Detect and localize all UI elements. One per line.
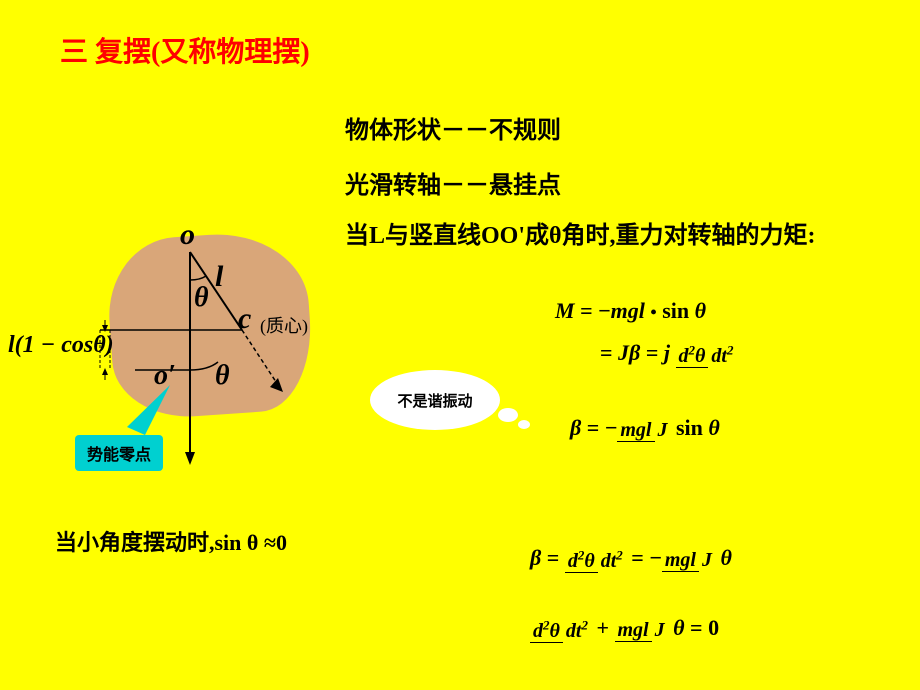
pendulum-diagram: o l θ c (质心) θ o′ l(1 − cosθ) [20, 220, 340, 500]
zero-potential-label: 势能零点 [75, 435, 163, 471]
small-angle-note: 当小角度摆动时,sin θ ≈0 [55, 525, 287, 557]
label-theta-bottom: θ [215, 360, 230, 392]
text-axis: 光滑转轴－－悬挂点 [345, 165, 561, 200]
not-harmonic-bubble: 不是谐振动 [370, 370, 500, 430]
bubble-tail-2 [518, 420, 530, 429]
bubble-tail [498, 408, 518, 422]
label-theta-top: θ [194, 282, 209, 314]
label-height: l(1 − cosθ) [8, 332, 114, 359]
eq-j-beta: = Jβ = j d2θdt2 [600, 340, 736, 367]
section-title: 三 复摆(又称物理摆) [60, 30, 310, 70]
label-centroid: (质心) [260, 312, 308, 338]
eq-ode: d2θdt2 + mglJ θ = 0 [530, 615, 719, 642]
text-torque: 当L与竖直线OO'成θ角时,重力对转轴的力矩: [345, 220, 885, 254]
text-shape: 物体形状－－不规则 [345, 110, 561, 145]
label-l: l [215, 260, 223, 294]
eq-torque: M = −mgl • sin θ [555, 298, 706, 324]
label-c: c [238, 302, 251, 336]
label-o: o [180, 218, 195, 252]
diagram-lines [20, 220, 340, 500]
eq-beta: β = −mglJ sin θ [570, 415, 720, 441]
eq-beta-expanded: β = d2θdt2 = −mglJ θ [530, 545, 732, 572]
